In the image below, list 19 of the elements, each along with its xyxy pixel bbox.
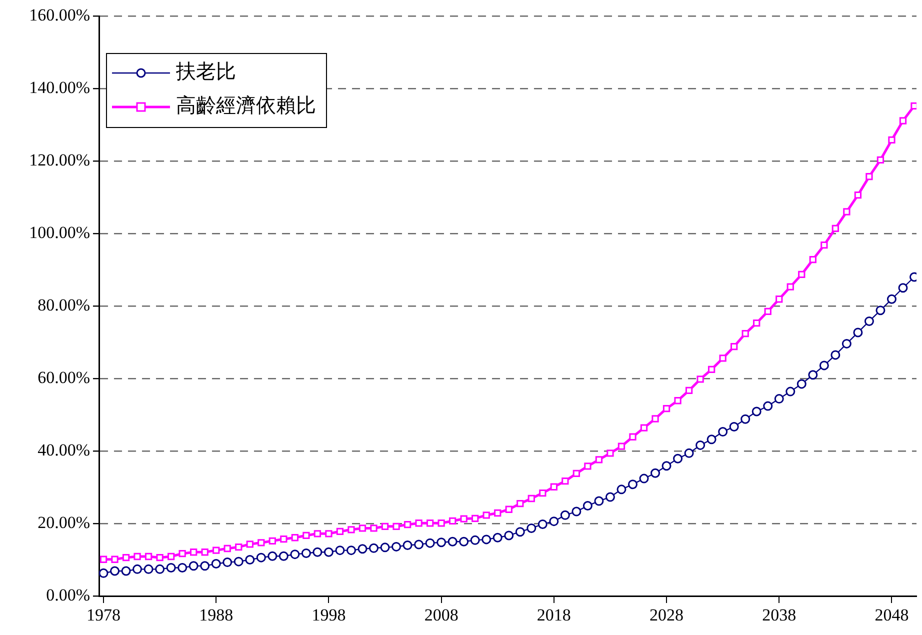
y-tick-label: 120.00% (29, 150, 90, 170)
y-tick-label: 60.00% (38, 368, 90, 387)
y-tick-label: 100.00% (29, 222, 90, 242)
y-tick-label: 40.00% (38, 440, 90, 460)
x-tick-label: 2038 (762, 606, 796, 625)
y-tick-label: 80.00% (38, 295, 90, 314)
x-tick-label: 1978 (86, 606, 121, 625)
y-tick-label: 0.00% (46, 585, 90, 604)
x-tick-label: 2048 (874, 606, 909, 625)
y-tick-label: 140.00% (29, 78, 90, 97)
x-tick-label: 2018 (536, 606, 571, 625)
x-tick-label: 2008 (424, 606, 458, 625)
legend-label: 扶老比 (175, 59, 236, 84)
y-tick-label: 20.00% (38, 512, 90, 532)
y-tick-label: 160.00% (29, 5, 90, 24)
legend-label: 高齡經濟依賴比 (176, 93, 316, 118)
x-tick-label: 1988 (199, 606, 234, 625)
x-tick-label: 2028 (650, 606, 684, 625)
x-tick-label: 1998 (312, 606, 346, 625)
